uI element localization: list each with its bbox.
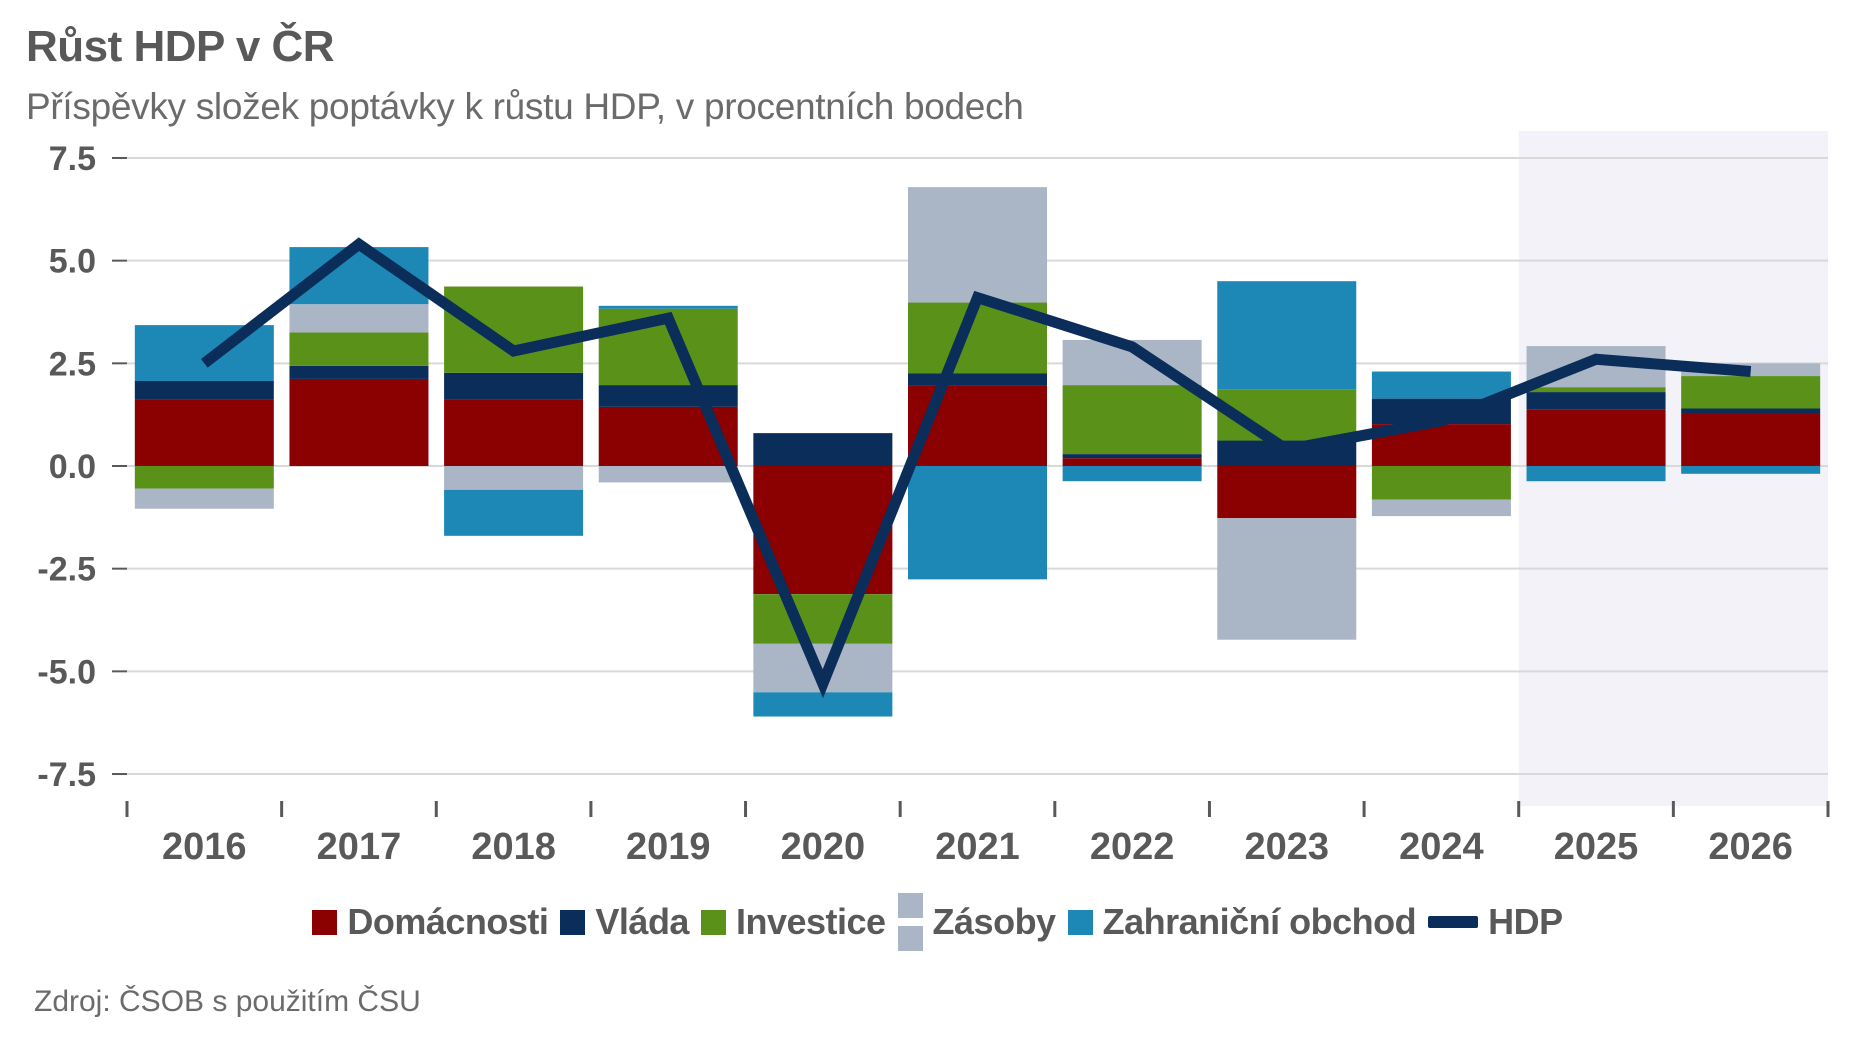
legend-item: Investice [700, 901, 886, 943]
bar-segment-vl-da [134, 380, 274, 400]
bar-segment-dom-cnosti [134, 399, 274, 466]
bar-segment-z-soby [134, 488, 274, 509]
x-tick-label: 2021 [935, 826, 1020, 868]
x-tick-label: 2024 [1399, 826, 1484, 868]
legend-label: Investice [735, 901, 886, 942]
bar-segment-z-soby [598, 466, 738, 483]
bar-segment-investice [134, 466, 274, 489]
x-tick-label: 2020 [781, 826, 866, 868]
y-tick-label: -5.0 [37, 653, 96, 691]
x-tick-label: 2018 [471, 826, 556, 868]
y-tick-label: -2.5 [37, 551, 96, 589]
x-tick-label: 2026 [1708, 826, 1793, 868]
source-note: Zdroj: ČSOB s použitím ČSU [34, 985, 421, 1018]
bar-segment-z-soby [289, 304, 429, 333]
bar-segment-zahrani-n-obchod [908, 466, 1047, 580]
bar-segment-vl-da [444, 372, 584, 400]
bar-segment-dom-cnosti [1062, 458, 1202, 466]
bar-segment-zahrani-n-obchod [444, 489, 584, 536]
legend-swatch-part [897, 893, 923, 918]
legend-label: Vláda [595, 901, 689, 942]
bar-segment-zahrani-n-obchod [1526, 466, 1666, 482]
bar-segment-dom-cnosti [289, 378, 429, 466]
bar-segment-vl-da [598, 385, 738, 407]
bar-segment-investice [1062, 385, 1202, 455]
legend-item: Zásoby [897, 893, 1057, 951]
legend-label: Zásoby [932, 901, 1057, 942]
bar-segment-zahrani-n-obchod [1371, 371, 1511, 399]
bar-segment-vl-da [908, 373, 1047, 386]
legend-swatch [312, 909, 338, 935]
bar-segment-zahrani-n-obchod [134, 325, 274, 381]
bar-segment-z-soby [908, 187, 1047, 303]
bar-segment-investice [1681, 376, 1821, 409]
legend-label: Domácnosti [347, 901, 549, 942]
y-tick-label: -7.5 [37, 756, 96, 794]
bar-segment-investice [289, 332, 429, 366]
bar-segment-investice [444, 286, 584, 373]
x-tick-label: 2019 [626, 826, 711, 868]
bar-segment-vl-da [1526, 392, 1666, 410]
legend-swatch [560, 909, 586, 935]
bar-segment-vl-da [753, 433, 893, 466]
legend-item: Zahraniční obchod [1067, 901, 1417, 943]
bar-segment-investice [1371, 466, 1511, 500]
bar-segment-dom-cnosti [1217, 466, 1357, 519]
bar-segment-zahrani-n-obchod [1062, 466, 1202, 482]
bar-segment-zahrani-n-obchod [1217, 281, 1357, 390]
bar-segment-vl-da [1681, 408, 1821, 414]
bar-segment-dom-cnosti [444, 399, 584, 466]
chart-title: Růst HDP v ČR [26, 22, 335, 71]
bar-segment-z-soby [444, 466, 584, 490]
bar-segment-dom-cnosti [1526, 409, 1666, 466]
legend-swatch-split [897, 893, 923, 951]
chart-subtitle: Příspěvky složek poptávky k růstu HDP, v… [26, 86, 1024, 127]
bar-segment-investice [1526, 387, 1666, 393]
bar-segment-zahrani-n-obchod [1681, 466, 1821, 474]
legend-item: Vláda [560, 901, 689, 943]
bar-segment-z-soby [1217, 518, 1357, 640]
x-tick-label: 2022 [1090, 826, 1175, 868]
bar-segment-z-soby [1371, 499, 1511, 517]
bar-segment-vl-da [1062, 454, 1202, 459]
legend-swatch [700, 909, 726, 935]
legend-item: Domácnosti [312, 901, 549, 943]
bar-segment-investice [753, 594, 893, 644]
legend-item: HDP [1428, 901, 1563, 943]
legend-line-swatch [1428, 916, 1479, 928]
bar-segment-dom-cnosti [1681, 413, 1821, 466]
legend-label: Zahraniční obchod [1102, 901, 1417, 942]
x-tick-label: 2017 [317, 826, 402, 868]
legend-label: HDP [1488, 901, 1563, 942]
chart-legend: Domácnosti Vláda Investice Zásoby Zahraniční… [0, 893, 1875, 951]
legend-swatch-part [897, 926, 923, 951]
bar-segment-vl-da [289, 365, 429, 379]
y-tick-label: 0.0 [49, 448, 96, 486]
x-tick-label: 2016 [162, 826, 247, 868]
y-tick-label: 7.5 [49, 140, 96, 178]
legend-swatch [1067, 909, 1093, 935]
x-tick-label: 2025 [1554, 826, 1639, 868]
bar-segment-zahrani-n-obchod [598, 305, 738, 309]
x-tick-label: 2023 [1244, 826, 1329, 868]
y-tick-label: 5.0 [49, 243, 96, 281]
y-tick-label: 2.5 [49, 345, 96, 383]
